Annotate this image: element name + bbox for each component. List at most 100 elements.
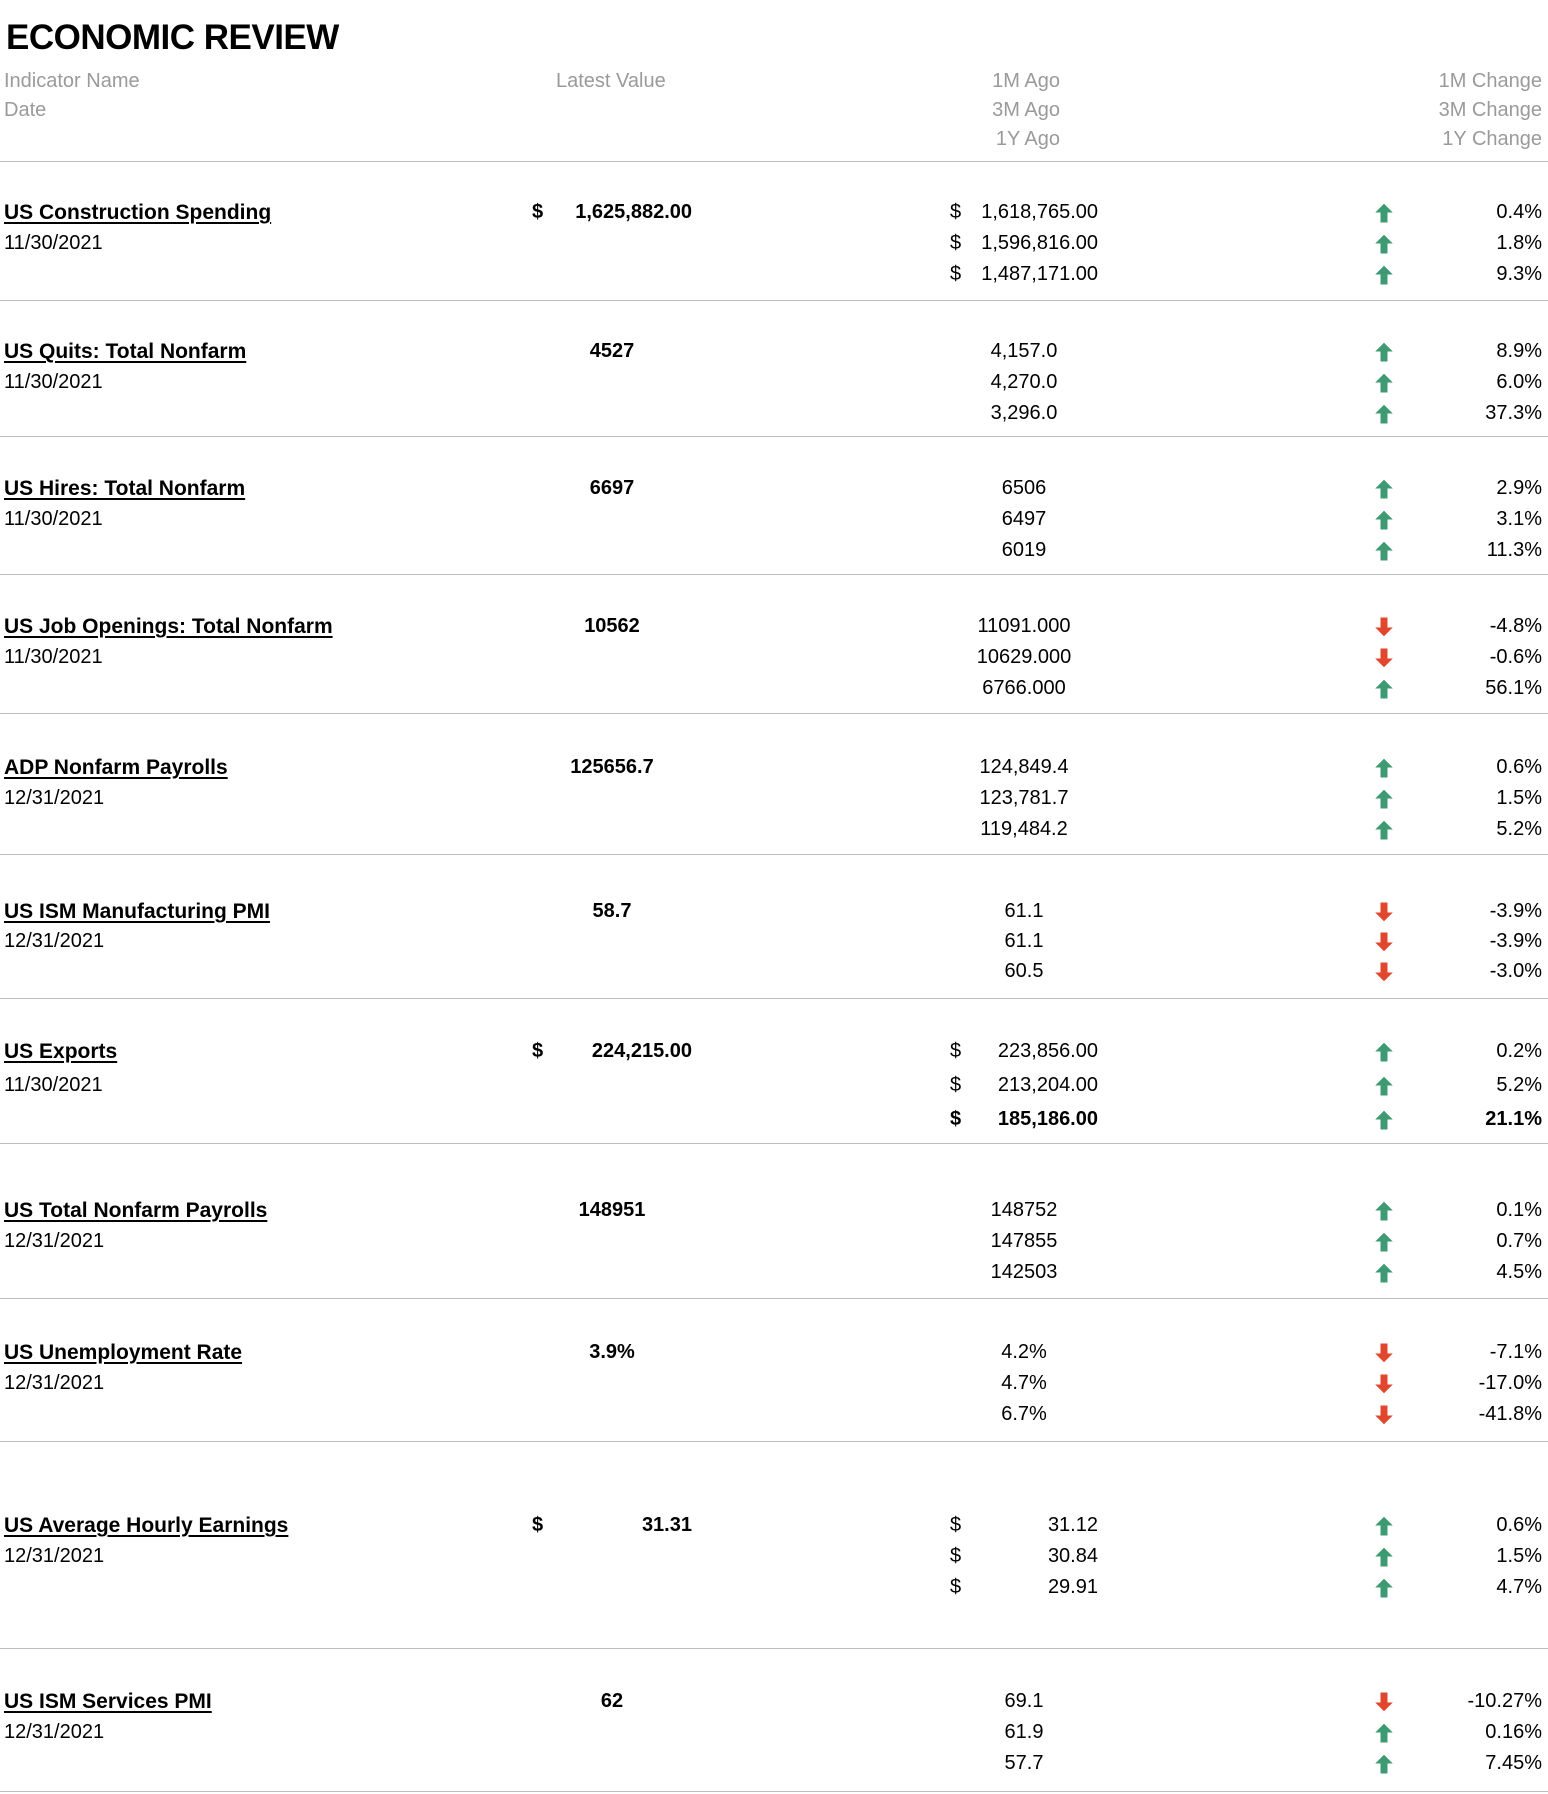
change-value: 1.5% (1496, 787, 1542, 809)
latest-value: 3.9% (589, 1341, 635, 1363)
latest-value: 125656.7 (570, 756, 654, 778)
indicator-line: 12/31/2021 61.1 -3.9% (0, 926, 1548, 957)
indicator-line: US Job Openings: Total Nonfarm 10562 11091… (0, 611, 1548, 642)
change-value: 0.16% (1485, 1721, 1542, 1743)
currency-symbol: $ (532, 1514, 544, 1536)
indicator-name-link[interactable]: US Hires: Total Nonfarm (4, 477, 246, 500)
indicator-line: 119,484.2 5.2% (0, 814, 1548, 845)
currency-symbol: $ (950, 1040, 962, 1062)
row-divider (0, 998, 1548, 999)
change-value: -4.8% (1489, 615, 1542, 637)
prior-value: 185,186.00 (997, 1108, 1098, 1130)
indicator-line: 11/30/2021 $1,596,816.00 1.8% (0, 228, 1548, 259)
header-date: Date (4, 99, 47, 121)
indicator-line: 11/30/2021 6497 3.1% (0, 504, 1548, 535)
prior-value: 69.1 (1004, 1690, 1044, 1712)
change-value: -41.8% (1478, 1403, 1542, 1425)
indicator-date: 12/31/2021 (4, 930, 105, 952)
indicator-line: $29.91 4.7% (0, 1572, 1548, 1603)
change-value: -17.0% (1478, 1372, 1542, 1394)
header-3m-ago: 3M Ago (992, 99, 1060, 121)
indicator-line: $185,186.00 21.1% (0, 1104, 1548, 1135)
indicator-line: 57.7 7.45% (0, 1748, 1548, 1779)
latest-value: 224,215.00 (591, 1040, 692, 1062)
indicator-date: 11/30/2021 (4, 1074, 103, 1096)
indicator-name-link[interactable]: US Job Openings: Total Nonfarm (4, 615, 333, 638)
latest-value: 58.7 (592, 900, 632, 922)
indicator-name-link[interactable]: US Total Nonfarm Payrolls (4, 1199, 268, 1222)
currency-symbol: $ (950, 1514, 962, 1536)
currency-symbol: $ (950, 1108, 962, 1130)
change-value: -0.6% (1489, 646, 1542, 668)
row-divider (0, 1143, 1548, 1144)
currency-symbol: $ (950, 201, 962, 223)
row-divider (0, 1791, 1548, 1792)
header-3m-change: 3M Change (1438, 99, 1542, 121)
prior-value: 124,849.4 (979, 756, 1069, 778)
header-1y-change: 1Y Change (1442, 128, 1542, 150)
indicator-line: 12/31/2021 4.7% -17.0% (0, 1368, 1548, 1399)
row-divider (0, 300, 1548, 301)
prior-value: 1,596,816.00 (981, 232, 1098, 254)
change-value: 0.1% (1496, 1199, 1542, 1221)
prior-value: 223,856.00 (997, 1040, 1098, 1062)
change-value: 56.1% (1485, 677, 1542, 699)
indicator-name-link[interactable]: US ISM Manufacturing PMI (4, 900, 271, 923)
indicator-name-link[interactable]: US Construction Spending (4, 201, 272, 224)
header-1m-change: 1M Change (1438, 70, 1542, 92)
latest-value: 4527 (589, 340, 635, 362)
currency-symbol: $ (950, 1074, 962, 1096)
currency-symbol: $ (950, 232, 962, 254)
currency-symbol: $ (532, 1040, 544, 1062)
indicator-line: 60.5 -3.0% (0, 956, 1548, 987)
indicator-line: 12/31/2021 61.9 0.16% (0, 1717, 1548, 1748)
prior-value: 31.12 (1047, 1514, 1098, 1536)
change-value: -10.27% (1467, 1690, 1543, 1712)
header-indicator-column: Indicator Name Date (4, 67, 140, 125)
indicator-line: 12/31/2021 147855 0.7% (0, 1226, 1548, 1257)
prior-value: 213,204.00 (997, 1074, 1098, 1096)
prior-value: 147855 (990, 1230, 1058, 1252)
change-value: 2.9% (1496, 477, 1542, 499)
indicator-name-link[interactable]: US ISM Services PMI (4, 1690, 212, 1713)
indicator-date: 11/30/2021 (4, 508, 103, 530)
latest-value: 148951 (578, 1199, 646, 1221)
prior-value: 6497 (1001, 508, 1047, 530)
change-value: 9.3% (1496, 263, 1542, 285)
change-value: 4.7% (1496, 1576, 1542, 1598)
change-value: 5.2% (1496, 818, 1542, 840)
prior-value: 30.84 (1047, 1545, 1098, 1567)
currency-symbol: $ (950, 1576, 962, 1598)
prior-value: 1,618,765.00 (981, 201, 1098, 223)
change-value: 6.0% (1496, 371, 1542, 393)
header-1y-ago: 1Y Ago (995, 128, 1060, 150)
indicator-name-link[interactable]: US Unemployment Rate (4, 1341, 243, 1364)
change-value: -3.0% (1489, 960, 1542, 982)
prior-value: 4,157.0 (990, 340, 1058, 362)
indicator-line: 6019 11.3% (0, 535, 1548, 566)
prior-value: 1,487,171.00 (981, 263, 1098, 285)
row-divider (0, 436, 1548, 437)
prior-value: 60.5 (1004, 960, 1044, 982)
latest-value: 6697 (589, 477, 635, 499)
change-value: 8.9% (1496, 340, 1542, 362)
indicator-line: 11/30/2021 10629.000 -0.6% (0, 642, 1548, 673)
indicator-name-link[interactable]: US Quits: Total Nonfarm (4, 340, 247, 363)
change-value: -3.9% (1489, 930, 1542, 952)
row-divider (0, 854, 1548, 855)
indicator-line: 11/30/2021 $213,204.00 5.2% (0, 1070, 1548, 1101)
currency-symbol: $ (950, 263, 962, 285)
indicator-name-link[interactable]: ADP Nonfarm Payrolls (4, 756, 228, 779)
header-1m-ago: 1M Ago (992, 70, 1060, 92)
prior-value: 142503 (990, 1261, 1058, 1283)
indicator-line: 12/31/2021 123,781.7 1.5% (0, 783, 1548, 814)
change-value: 21.1% (1485, 1108, 1542, 1130)
indicator-date: 12/31/2021 (4, 787, 105, 809)
change-value: 0.6% (1496, 1514, 1542, 1536)
latest-value: 1,625,882.00 (575, 201, 692, 223)
prior-value: 11091.000 (977, 615, 1071, 637)
prior-value: 123,781.7 (979, 787, 1069, 809)
indicator-line: 12/31/2021 $30.84 1.5% (0, 1541, 1548, 1572)
indicator-name-link[interactable]: US Exports (4, 1040, 118, 1063)
indicator-name-link[interactable]: US Average Hourly Earnings (4, 1514, 289, 1537)
